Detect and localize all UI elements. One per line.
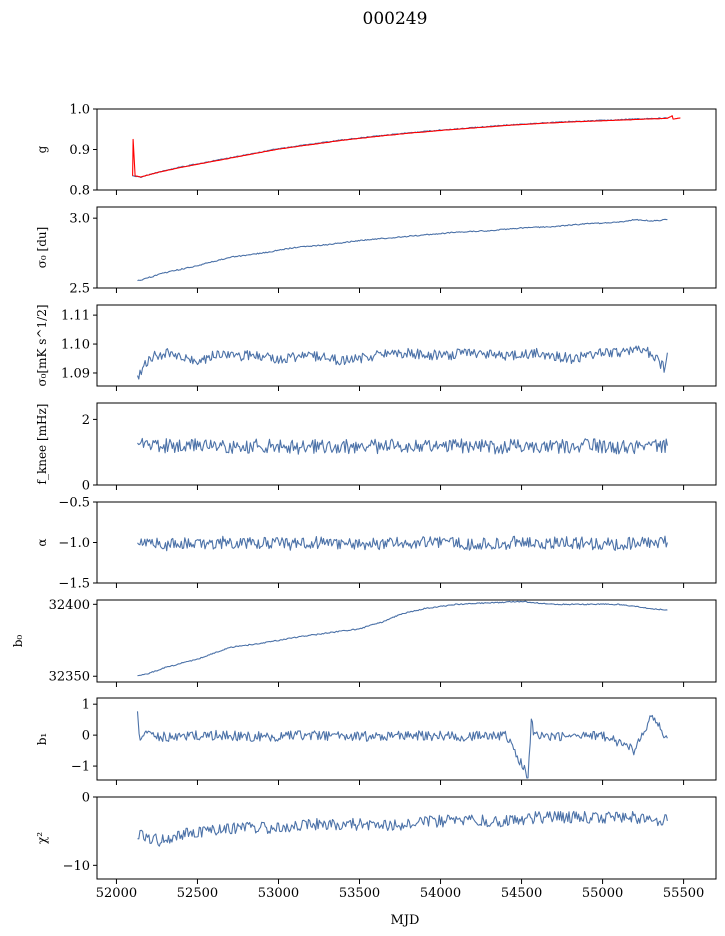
- panel-4-frame: [96, 402, 717, 486]
- panel-5-series-blue-line: [137, 535, 668, 552]
- x-tick-label: 55500: [663, 886, 704, 901]
- panel-7: −1 0 1 b₁: [35, 697, 717, 785]
- y-tick-label: 1.0: [69, 103, 90, 118]
- y-tick-label: 32400: [49, 598, 90, 613]
- panel-2-frame: [96, 206, 717, 289]
- y-tick-label: −1.5: [58, 577, 90, 592]
- panel-6-y-label: b₀: [11, 635, 25, 648]
- panel-7-series-blue-line: [136, 711, 668, 779]
- x-tick-label: 53500: [339, 886, 380, 901]
- panel-7-frame: [96, 697, 717, 781]
- panel-3-y-label: σ₀[mK s^1/2]: [35, 304, 49, 386]
- panel-8-frame: [96, 796, 717, 880]
- x-tick-label: 52500: [177, 886, 218, 901]
- panel-1: 0.8 0.9 1.0 g: [35, 103, 717, 199]
- x-tick-label: 54000: [420, 886, 461, 901]
- y-tick-label: −0.5: [58, 496, 90, 511]
- y-tick-label: 0.9: [69, 143, 90, 158]
- panel-1-series-blue-line: [132, 117, 668, 179]
- panel-2-y-label: σ₀ [du]: [35, 227, 49, 269]
- panel-2-series-blue-line: [137, 218, 668, 282]
- x-tick-label: 54500: [501, 886, 542, 901]
- figure-title: 000249: [363, 9, 428, 29]
- panel-8: −10 0 52000 52500 53000 53500 54000 54500 55000 5…: [35, 791, 717, 901]
- panel-4: 0 2 f_knee [mHz]: [35, 402, 717, 494]
- panels: 0.8 0.9 1.0 g 2.5 3.0 σ₀ [du] 1.09 1.10 1.11 σ₀[mK…: [11, 103, 717, 901]
- y-tick-label: 3.0: [69, 212, 90, 227]
- panel-7-y-label: b₁: [35, 733, 49, 746]
- y-tick-label: −10: [63, 859, 90, 874]
- y-tick-label: 1.09: [61, 366, 90, 381]
- panel-6-series-blue-line: [137, 600, 668, 677]
- y-tick-label: 1: [82, 698, 90, 713]
- y-tick-label: 0.8: [69, 184, 90, 199]
- y-tick-label: −1.0: [58, 536, 90, 551]
- panel-3-frame: [96, 304, 717, 387]
- panel-6-frame: [96, 599, 717, 683]
- panel-8-series-blue-line: [137, 810, 668, 847]
- y-tick-label: 1.10: [61, 338, 90, 353]
- panel-3: 1.09 1.10 1.11 σ₀[mK s^1/2]: [35, 304, 717, 391]
- panel-2: 2.5 3.0 σ₀ [du]: [35, 206, 717, 297]
- panel-5-y-label: α: [35, 538, 49, 546]
- panel-3-series-blue-line: [136, 345, 668, 380]
- panel-1-frame: [96, 108, 717, 191]
- x-tick-label: 53000: [258, 886, 299, 901]
- y-tick-label: 32350: [49, 670, 90, 685]
- panel-4-y-label: f_knee [mHz]: [35, 404, 49, 485]
- y-tick-label: 1.11: [61, 309, 90, 324]
- y-tick-label: 2.5: [69, 282, 90, 297]
- y-tick-label: 0: [82, 479, 90, 494]
- x-tick-label: 52000: [96, 886, 137, 901]
- panel-5: −1.5 −1.0 −0.5 α: [35, 496, 717, 592]
- y-tick-label: 0: [82, 729, 90, 744]
- y-tick-label: 0: [82, 791, 90, 806]
- panel-1-series-red-line: [132, 115, 681, 178]
- y-tick-label: −1: [71, 760, 90, 775]
- panel-8-y-label: χ²: [35, 832, 49, 844]
- panel-4-series-blue-line: [137, 437, 668, 455]
- panel-1-y-label: g: [35, 145, 49, 153]
- x-axis-label: MJD: [391, 913, 420, 928]
- panel-6: 32350 32400 b₀: [11, 598, 717, 687]
- y-tick-label: 2: [82, 413, 90, 428]
- x-tick-label: 55000: [582, 886, 623, 901]
